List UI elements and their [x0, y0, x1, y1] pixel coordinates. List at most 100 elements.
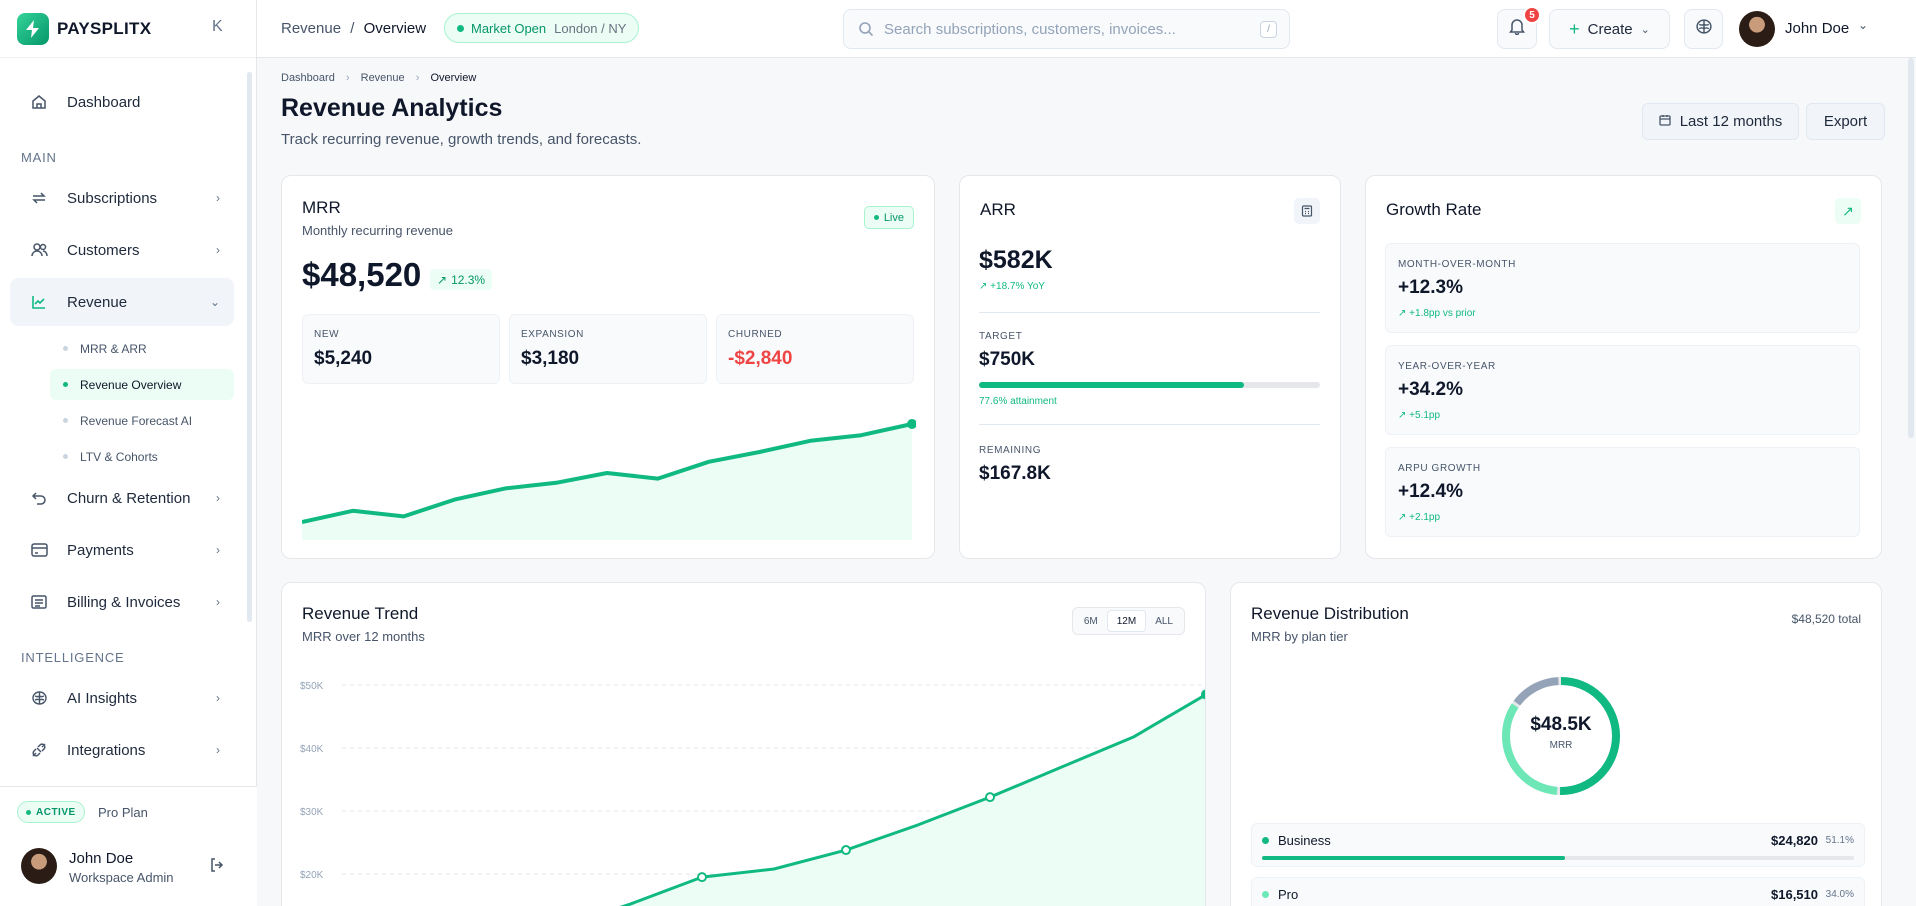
notifications-button[interactable]: 5 — [1497, 6, 1541, 49]
tier-bar-track — [1262, 856, 1854, 860]
growth-value: +34.2% — [1398, 379, 1463, 400]
market-location: London / NY — [554, 20, 627, 36]
search-placeholder: Search subscriptions, customers, invoice… — [884, 20, 1176, 38]
sidebar-item-payments[interactable]: Payments › — [10, 526, 234, 574]
brand[interactable]: PAYSPLITX — [0, 0, 256, 58]
dist-total: $48,520 total — [1791, 612, 1861, 626]
sidebar-item-label: Billing & Invoices — [67, 593, 181, 611]
collapse-sidebar-button[interactable]: K — [212, 18, 223, 35]
crumb-overview: Overview — [430, 72, 477, 84]
trend-line — [619, 693, 1205, 906]
growth-label: ARPU GROWTH — [1398, 463, 1481, 474]
attainment-text: 77.6% attainment — [979, 396, 1057, 407]
create-button[interactable]: + Create ⌄ — [1549, 9, 1670, 49]
dist-subtitle: MRR by plan tier — [1251, 629, 1348, 644]
sidebar-scrollbar[interactable] — [247, 72, 252, 622]
sidebar-item-churn[interactable]: Churn & Retention › — [10, 474, 234, 522]
growth-value: +12.4% — [1398, 481, 1463, 502]
donut-slice-pro — [1502, 677, 1620, 795]
sidebar-item-dashboard[interactable]: Dashboard — [10, 78, 234, 126]
ai-assistant-button[interactable] — [1684, 9, 1723, 49]
tier-row-pro[interactable]: Pro $16,510 34.0% — [1251, 877, 1865, 906]
kpi-value: -$2,840 — [728, 348, 793, 369]
chevron-down-icon[interactable]: ⌄ — [1858, 18, 1869, 32]
target-label: TARGET — [979, 331, 1023, 342]
logout-icon[interactable] — [209, 857, 225, 878]
sidebar-item-integrations[interactable]: Integrations › — [10, 726, 234, 774]
chevron-right-icon: › — [216, 491, 220, 505]
y-tick-label: $40K — [300, 744, 324, 755]
sidebar-item-subscriptions[interactable]: Subscriptions › — [10, 174, 234, 222]
repeat-icon — [28, 190, 50, 206]
tier-bar-fill — [1262, 856, 1565, 860]
calculator-icon[interactable] — [1294, 198, 1320, 224]
date-range-label: Last 12 months — [1679, 113, 1783, 130]
crumb-dashboard[interactable]: Dashboard — [281, 72, 335, 84]
breadcrumb-separator: / — [350, 20, 355, 37]
y-tick-label: $30K — [300, 807, 324, 818]
revenue-trend-card: Revenue Trend MRR over 12 months 6M 12M … — [281, 582, 1206, 906]
sub-label: LTV & Cohorts — [80, 449, 158, 464]
user-menu-name[interactable]: John Doe — [1785, 20, 1850, 37]
sidebar-item-label: Payments — [67, 541, 134, 559]
range-6m[interactable]: 6M — [1083, 615, 1098, 627]
sidebar-sub-ltv-cohorts[interactable]: LTV & Cohorts — [50, 441, 234, 472]
tier-row-business[interactable]: Business $24,820 51.1% — [1251, 823, 1865, 867]
range-12m[interactable]: 12M — [1106, 610, 1147, 632]
sidebar-item-billing[interactable]: Billing & Invoices › — [10, 578, 234, 626]
search-icon — [858, 21, 874, 41]
sidebar-sub-mrr-arr[interactable]: MRR & ARR — [50, 333, 234, 364]
sidebar-item-customers[interactable]: Customers › — [10, 226, 234, 274]
trend-point — [697, 872, 707, 883]
user-avatar[interactable] — [1739, 11, 1775, 47]
growth-delta: ↗ +5.1pp — [1398, 410, 1441, 421]
sidebar-item-revenue[interactable]: Revenue ⌄ — [10, 278, 234, 326]
sidebar-sub-revenue-overview[interactable]: Revenue Overview — [50, 369, 234, 400]
remaining-label: REMAINING — [979, 445, 1042, 456]
export-button[interactable]: Export — [1806, 103, 1885, 140]
tier-percent: 51.1% — [1825, 835, 1854, 846]
trend-title: Revenue Trend — [302, 604, 419, 623]
sidebar-item-label: AI Insights — [67, 689, 138, 707]
trend-area — [624, 695, 1205, 906]
avatar[interactable] — [21, 848, 57, 884]
divider — [979, 424, 1320, 425]
receipt-icon — [28, 595, 50, 609]
trend-subtitle: MRR over 12 months — [302, 629, 425, 644]
users-icon — [28, 242, 50, 258]
bell-icon — [1509, 18, 1525, 40]
breadcrumb-current: Overview — [363, 20, 427, 37]
lightning-logo-icon — [17, 12, 49, 45]
page-scrollbar[interactable] — [1908, 58, 1914, 438]
topbar: Revenue / Overview Market Open London / … — [257, 0, 1916, 58]
crumb-revenue[interactable]: Revenue — [360, 72, 405, 84]
range-all[interactable]: ALL — [1155, 615, 1173, 627]
remaining-value: $167.8K — [979, 463, 1051, 484]
sidebar-item-ai-insights[interactable]: AI Insights › — [10, 674, 234, 722]
growth-label: MONTH-OVER-MONTH — [1398, 259, 1516, 270]
breadcrumb-parent[interactable]: Revenue — [281, 20, 342, 37]
sidebar-item-label: Dashboard — [67, 93, 141, 111]
notification-count: 5 — [1523, 6, 1541, 24]
sidebar-item-label: Integrations — [67, 741, 146, 759]
trend-up-icon[interactable]: ↗ — [1835, 198, 1861, 224]
page-title: Revenue Analytics — [281, 94, 503, 122]
chevron-right-icon: › — [216, 191, 220, 205]
sub-label: Revenue Forecast AI — [80, 413, 193, 428]
sidebar-item-label: Churn & Retention — [67, 489, 191, 507]
growth-arpu: ARPU GROWTH +12.4% ↗ +2.1pp — [1385, 447, 1860, 537]
chevron-right-icon: › — [216, 595, 220, 609]
date-range-button[interactable]: Last 12 months — [1642, 103, 1799, 140]
status-dot-icon — [457, 24, 464, 32]
search-input[interactable]: Search subscriptions, customers, invoice… — [843, 9, 1290, 49]
arr-card: ARR $582K ↗ +18.7% YoY TARGET $750K 77.6… — [959, 175, 1341, 559]
sidebar-item-label: Revenue — [67, 293, 128, 311]
sidebar-footer: ACTIVE Pro Plan John Doe Workspace Admin — [0, 786, 257, 906]
tier-percent: 34.0% — [1825, 889, 1854, 900]
trend-point — [985, 792, 995, 803]
dist-title: Revenue Distribution — [1251, 604, 1409, 623]
brain-icon — [28, 690, 50, 706]
user-role: Workspace Admin — [69, 870, 174, 885]
growth-label: YEAR-OVER-YEAR — [1398, 361, 1496, 372]
sidebar-sub-revenue-forecast[interactable]: Revenue Forecast AI — [50, 405, 234, 436]
